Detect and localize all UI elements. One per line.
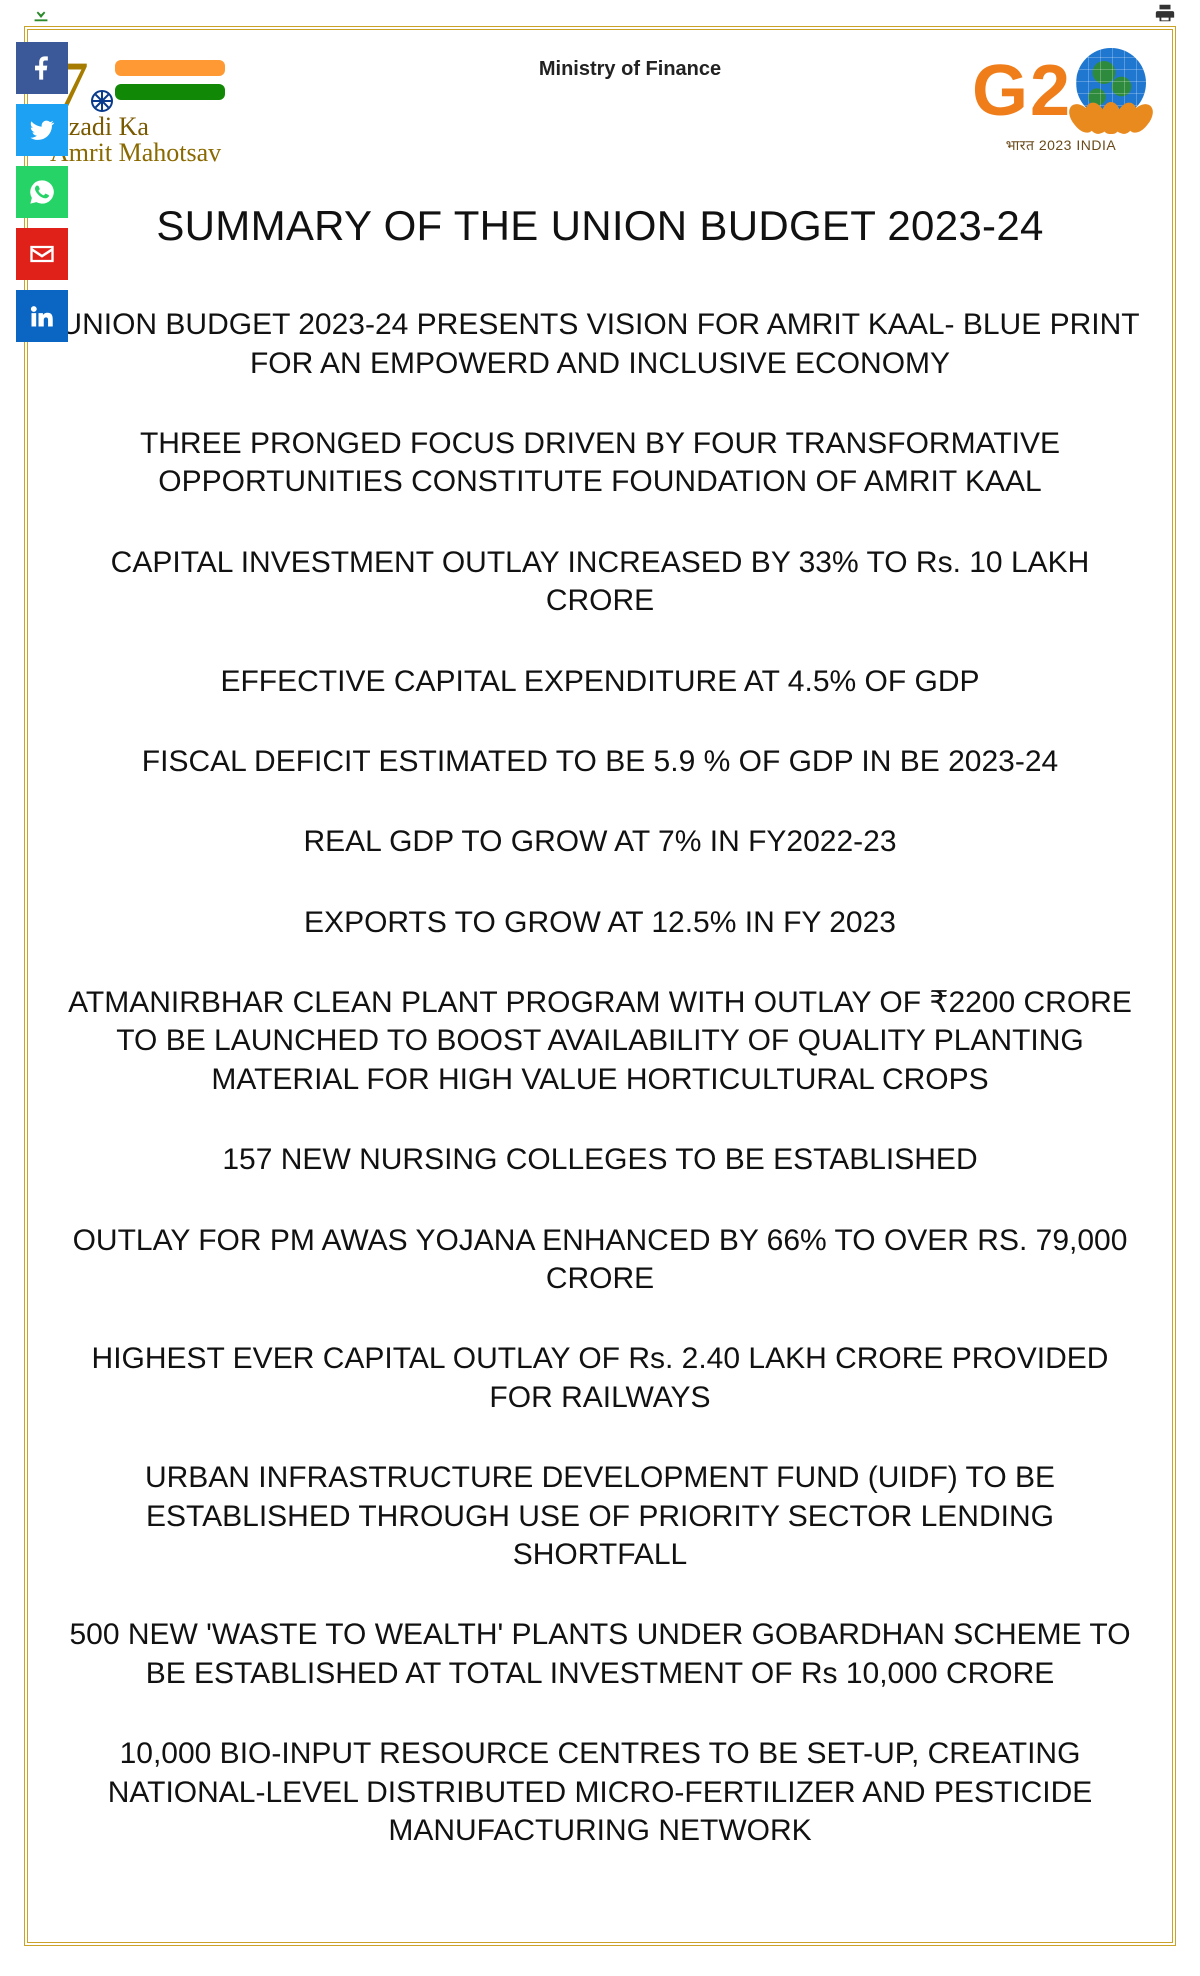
- ashoka-chakra-icon: [91, 90, 113, 112]
- highlight-item: URBAN INFRASTRUCTURE DEVELOPMENT FUND (U…: [60, 1459, 1140, 1574]
- g20-2-icon: 2: [1030, 55, 1070, 127]
- share-linkedin[interactable]: [16, 290, 68, 342]
- mail-icon: [28, 240, 56, 268]
- social-share-rail: [16, 42, 68, 342]
- share-twitter[interactable]: [16, 104, 68, 156]
- highlight-item: OUTLAY FOR PM AWAS YOJANA ENHANCED BY 66…: [60, 1222, 1140, 1299]
- highlight-item: CAPITAL INVESTMENT OUTLAY INCREASED BY 3…: [60, 544, 1140, 621]
- akam-flag-stripes: [115, 50, 225, 118]
- download-button[interactable]: [30, 2, 52, 29]
- page-title: SUMMARY OF THE UNION BUDGET 2023-24: [50, 202, 1150, 250]
- print-button[interactable]: [1154, 2, 1176, 29]
- share-whatsapp[interactable]: [16, 166, 68, 218]
- highlight-item: HIGHEST EVER CAPITAL OUTLAY OF Rs. 2.40 …: [60, 1340, 1140, 1417]
- highlight-item: FISCAL DEFICIT ESTIMATED TO BE 5.9 % OF …: [60, 743, 1140, 781]
- akam-text-mahotsav: Mahotsav: [119, 138, 222, 167]
- lotus-icon: [1072, 100, 1150, 134]
- akam-logo: 7 Azadi Ka Amrit Mahotsav: [50, 48, 330, 166]
- facebook-icon: [28, 54, 56, 82]
- highlights-list: UNION BUDGET 2023-24 PRESENTS VISION FOR…: [50, 306, 1150, 1850]
- ministry-label: Ministry of Finance: [330, 58, 930, 81]
- highlight-item: ATMANIRBHAR CLEAN PLANT PROGRAM WITH OUT…: [60, 984, 1140, 1099]
- highlight-item: 500 NEW 'WASTE TO WEALTH' PLANTS UNDER G…: [60, 1616, 1140, 1693]
- highlight-item: 157 NEW NURSING COLLEGES TO BE ESTABLISH…: [60, 1141, 1140, 1179]
- highlight-item: EFFECTIVE CAPITAL EXPENDITURE AT 4.5% OF…: [60, 663, 1140, 701]
- highlight-item: UNION BUDGET 2023-24 PRESENTS VISION FOR…: [60, 306, 1140, 383]
- utility-strip: [0, 0, 1200, 26]
- highlight-item: 10,000 BIO-INPUT RESOURCE CENTRES TO BE …: [60, 1735, 1140, 1850]
- g20-logo: G 2 भारत 2023 INDIA: [930, 48, 1150, 155]
- highlight-item: EXPORTS TO GROW AT 12.5% IN FY 2023: [60, 904, 1140, 942]
- highlight-item: REAL GDP TO GROW AT 7% IN FY2022-23: [60, 823, 1140, 861]
- document-frame: 7 Azadi Ka Amrit Mahotsav Ministry of Fi…: [24, 26, 1176, 1946]
- whatsapp-icon: [28, 178, 56, 206]
- header-row: 7 Azadi Ka Amrit Mahotsav Ministry of Fi…: [50, 48, 1150, 166]
- twitter-icon: [28, 116, 56, 144]
- share-mail[interactable]: [16, 228, 68, 280]
- share-facebook[interactable]: [16, 42, 68, 94]
- download-icon: [30, 2, 52, 24]
- g20-subtext: भारत 2023 INDIA: [972, 136, 1150, 155]
- g20-g-icon: G: [972, 55, 1028, 127]
- print-icon: [1154, 2, 1176, 24]
- highlight-item: THREE PRONGED FOCUS DRIVEN BY FOUR TRANS…: [60, 425, 1140, 502]
- linkedin-icon: [28, 302, 56, 330]
